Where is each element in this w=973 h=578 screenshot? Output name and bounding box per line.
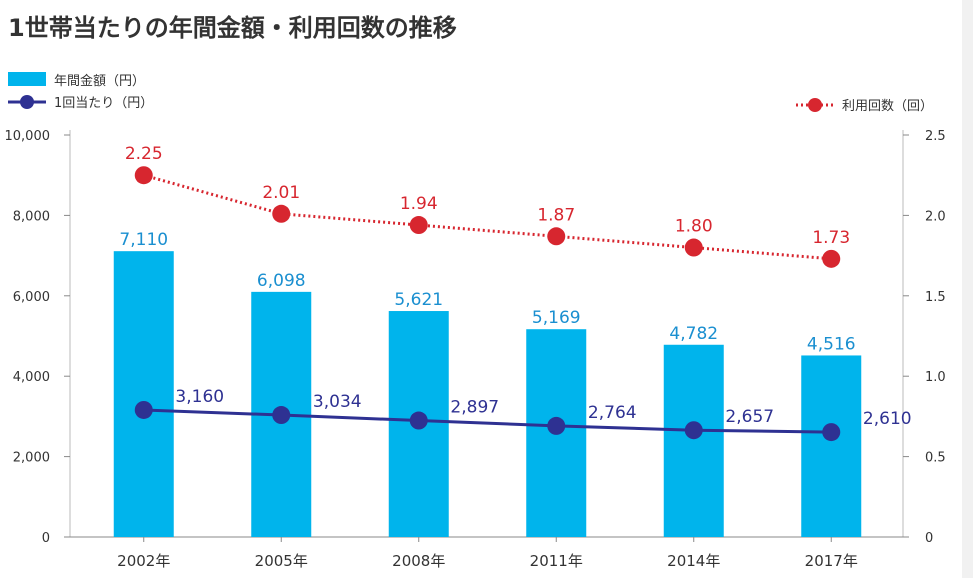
x-tick-label: 2005年 [255,552,308,570]
per-use-line [143,408,832,434]
bar [663,344,724,537]
x-tick-label: 2014年 [667,552,720,570]
count-value-label: 1.73 [812,228,850,248]
x-tick-label: 2002年 [117,552,170,570]
count-line [143,173,832,261]
bar-value-label: 5,621 [394,290,443,310]
bar-value-label: 4,516 [807,334,856,354]
count-value-label: 1.87 [537,205,575,225]
right-tick-label: 0 [925,531,933,546]
right-tick-label: 2.0 [925,209,946,224]
bar-value-label: 6,098 [257,271,306,291]
left-tick-label: 6,000 [13,290,50,305]
left-tick-label: 2,000 [13,451,50,466]
count-point [684,238,703,257]
per-use-value-label: 2,610 [863,409,912,429]
left-tick-label: 0 [42,531,50,546]
count-point [547,227,566,246]
per-use-point [547,416,566,435]
x-tick-label: 2011年 [530,552,583,570]
legend-count-label: 利用回数（回） [842,99,933,114]
scrollbar[interactable] [962,0,973,578]
count-point [822,249,841,268]
legend-bar-swatch [8,72,46,86]
count-point [409,216,428,235]
x-tick-label: 2017年 [805,552,858,570]
right-tick-label: 1.0 [925,370,946,385]
count-value-label: 2.25 [125,144,163,164]
bar [113,251,174,538]
bar [801,355,862,537]
legend-per-use-marker [20,95,34,109]
left-tick-label: 10,000 [5,129,51,144]
right-tick-label: 1.5 [925,290,946,305]
legend-count-marker [808,98,822,112]
count-value-label: 2.01 [262,183,300,203]
per-use-point [684,421,703,440]
per-use-point [822,423,841,442]
legend-per-use-label: 1回当たり（円） [54,96,153,111]
x-tick-label: 2008年 [392,552,445,570]
per-use-point [134,400,153,419]
per-use-point [409,411,428,430]
count-value-label: 1.94 [400,194,438,214]
chart-title: 1世帯当たりの年間金額・利用回数の推移 [8,14,457,42]
count-point [134,166,153,185]
right-tick-label: 2.5 [925,129,946,144]
per-use-value-label: 2,897 [450,398,499,418]
legend-bar-label: 年間金額（円） [54,73,145,89]
per-use-value-label: 3,160 [175,387,224,407]
per-use-value-label: 3,034 [313,392,362,412]
right-tick-label: 0.5 [925,451,946,466]
per-use-value-label: 2,657 [725,407,774,427]
count-value-label: 1.80 [675,217,713,237]
per-use-value-label: 2,764 [588,403,637,423]
left-tick-label: 8,000 [13,209,50,224]
bar-value-label: 7,110 [119,230,168,250]
per-use-point [272,406,291,425]
left-tick-label: 4,000 [13,370,50,385]
bar-value-label: 5,169 [532,308,581,328]
bar-value-label: 4,782 [669,324,718,344]
count-point [272,204,291,223]
